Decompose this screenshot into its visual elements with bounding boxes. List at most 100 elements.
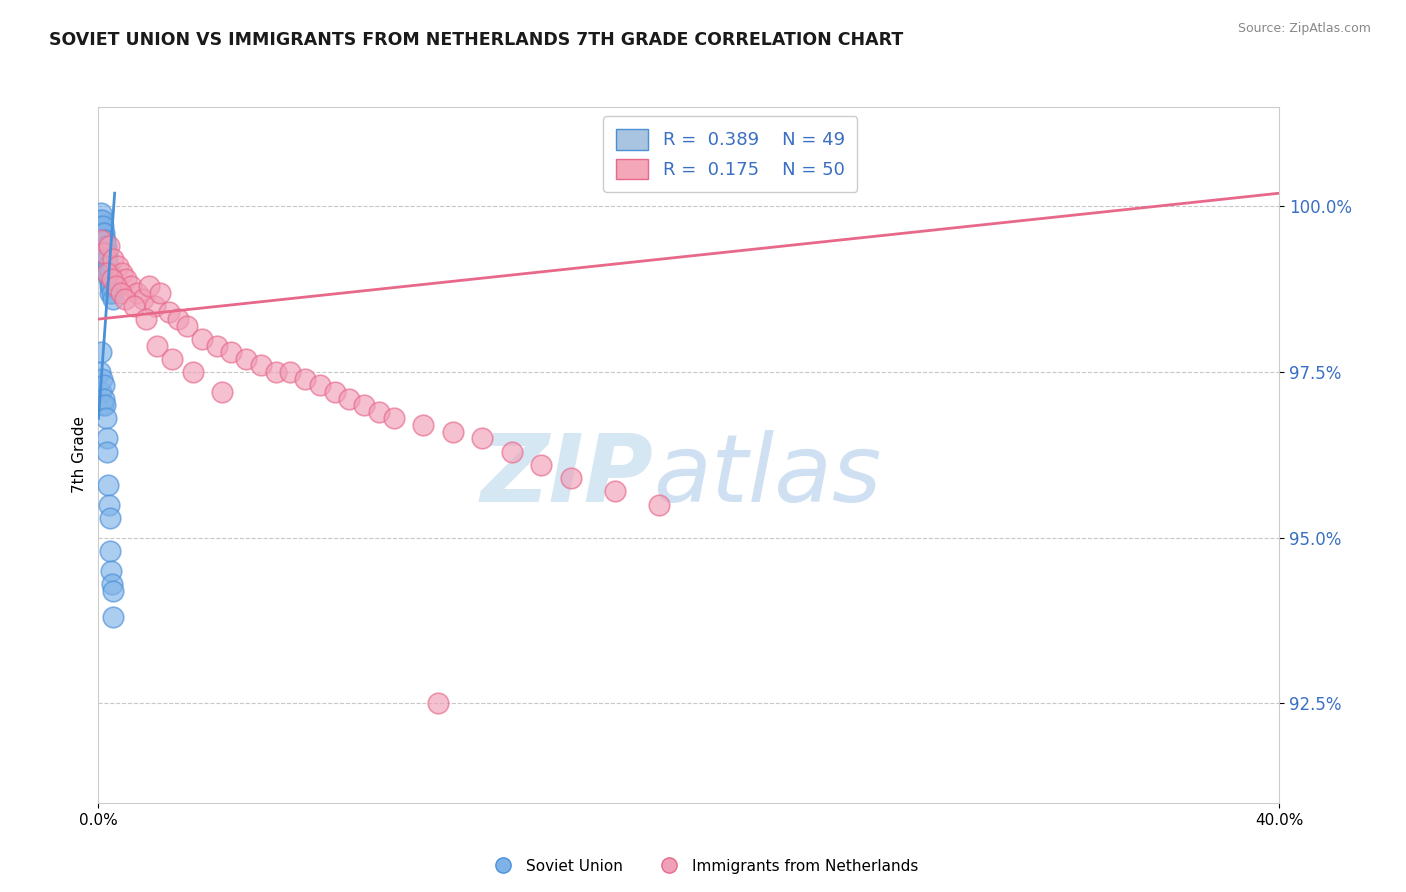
Point: [157, 305, 180, 319]
Y-axis label: 7th Grade: 7th Grade: [72, 417, 87, 493]
Point: [101, 292, 124, 306]
Point: [412, 418, 434, 433]
Point: [143, 299, 166, 313]
Point: [98, 544, 121, 558]
Point: [323, 384, 346, 399]
Point: [250, 359, 273, 373]
Point: [101, 583, 124, 598]
Point: [122, 299, 145, 313]
Point: [146, 338, 169, 352]
Point: [211, 384, 233, 399]
Point: [93, 245, 115, 260]
Point: [110, 285, 132, 300]
Point: [560, 471, 582, 485]
Point: [97, 498, 120, 512]
Point: [115, 272, 138, 286]
Point: [96, 259, 118, 273]
Point: [114, 292, 136, 306]
Point: [93, 392, 115, 406]
Point: [132, 292, 155, 306]
Point: [89, 365, 111, 379]
Point: [294, 372, 316, 386]
Point: [167, 312, 190, 326]
Point: [96, 266, 118, 280]
Point: [120, 279, 142, 293]
Point: [96, 252, 118, 267]
Point: [96, 444, 118, 458]
Point: [138, 279, 160, 293]
Point: [90, 206, 112, 220]
Point: [176, 318, 198, 333]
Point: [105, 279, 128, 293]
Point: [309, 378, 332, 392]
Point: [93, 378, 115, 392]
Point: [98, 511, 121, 525]
Point: [103, 252, 125, 267]
Point: [125, 285, 148, 300]
Point: [97, 272, 120, 286]
Point: [427, 697, 450, 711]
Point: [382, 411, 405, 425]
Point: [353, 398, 375, 412]
Point: [162, 351, 183, 366]
Point: [94, 252, 117, 267]
Point: [91, 212, 114, 227]
Point: [280, 365, 302, 379]
Point: [96, 431, 118, 445]
Point: [91, 239, 114, 253]
Point: [96, 245, 118, 260]
Legend: Soviet Union, Immigrants from Netherlands: Soviet Union, Immigrants from Netherland…: [482, 853, 924, 880]
Point: [648, 498, 671, 512]
Point: [91, 226, 114, 240]
Point: [94, 245, 117, 260]
Point: [100, 564, 122, 578]
Point: [100, 285, 122, 300]
Point: [264, 365, 287, 379]
Point: [135, 312, 157, 326]
Point: [501, 444, 523, 458]
Point: [98, 279, 121, 293]
Point: [90, 384, 112, 399]
Point: [94, 398, 117, 412]
Point: [91, 219, 114, 234]
Point: [471, 431, 494, 445]
Point: [107, 259, 129, 273]
Point: [93, 239, 115, 253]
Point: [235, 351, 257, 366]
Point: [97, 239, 120, 253]
Point: [221, 345, 243, 359]
Point: [90, 233, 112, 247]
Point: [93, 226, 115, 240]
Point: [339, 392, 361, 406]
Point: [89, 212, 111, 227]
Point: [149, 285, 172, 300]
Text: ZIP: ZIP: [481, 430, 654, 522]
Point: [100, 577, 122, 591]
Point: [97, 266, 120, 280]
Point: [111, 266, 134, 280]
Point: [90, 219, 112, 234]
Point: [91, 372, 114, 386]
Point: [97, 259, 120, 273]
Point: [94, 233, 117, 247]
Point: [605, 484, 627, 499]
Point: [98, 266, 121, 280]
Point: [94, 411, 117, 425]
Point: [93, 245, 115, 260]
Text: SOVIET UNION VS IMMIGRANTS FROM NETHERLANDS 7TH GRADE CORRELATION CHART: SOVIET UNION VS IMMIGRANTS FROM NETHERLA…: [49, 31, 904, 49]
Text: Source: ZipAtlas.com: Source: ZipAtlas.com: [1237, 22, 1371, 36]
Point: [97, 477, 120, 491]
Point: [90, 226, 112, 240]
Point: [94, 239, 117, 253]
Point: [100, 279, 122, 293]
Point: [205, 338, 228, 352]
Text: atlas: atlas: [654, 430, 882, 521]
Point: [93, 233, 115, 247]
Point: [191, 332, 214, 346]
Point: [90, 345, 112, 359]
Point: [91, 398, 114, 412]
Point: [96, 266, 118, 280]
Point: [530, 458, 553, 472]
Point: [100, 272, 122, 286]
Point: [98, 285, 121, 300]
